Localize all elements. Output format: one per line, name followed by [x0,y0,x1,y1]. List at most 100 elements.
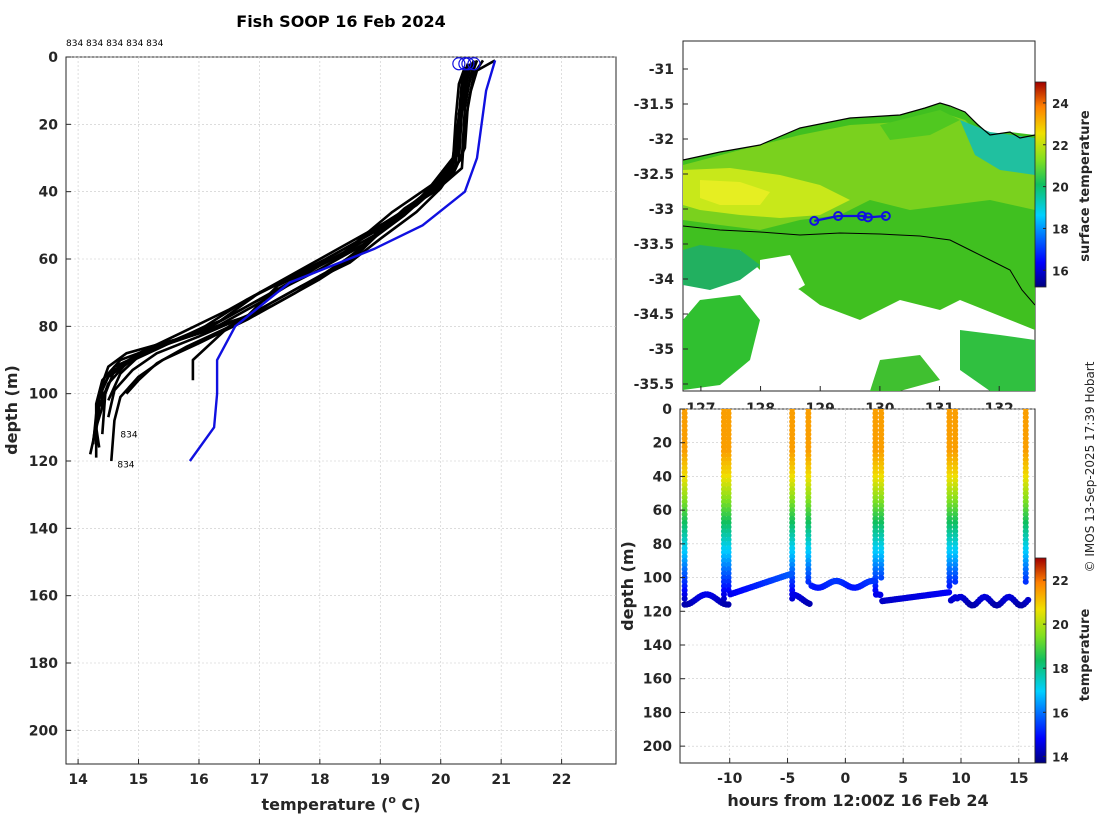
timeseries-y-tick-label: 40 [653,469,673,485]
cast-sample [789,494,796,501]
timeseries-colorbar-tick-label: 18 [1052,662,1069,676]
bottom-trace [681,570,1032,609]
timeseries-y-tick-label: 180 [643,705,672,721]
cast-sample [1022,435,1029,442]
track-line [814,214,886,222]
profile-11 [191,66,467,381]
profile-y-tick-label: 0 [48,50,58,66]
cast-sample [789,477,796,484]
cast-sample [946,427,953,434]
cast-sample [946,456,953,463]
cast-sample [878,414,885,421]
timeseries-y-tick-label: 60 [653,503,673,519]
cast-sample [952,481,959,488]
timeseries-y-tick-label: 120 [643,604,672,620]
cast-sample [681,536,688,543]
cast-sample [681,570,688,577]
cast-sample [725,473,732,480]
cast-sample [878,443,885,450]
map-colorbar-ticks: 16 18 20 22 24 [1043,97,1069,278]
cast-sample [805,549,812,556]
profile-end-label: 834 [120,430,137,440]
cast-sample [789,435,796,442]
cast-sample [681,498,688,505]
cast-sample [946,481,953,488]
profile-y-tick-label: 180 [29,656,58,672]
cast-sample [805,536,812,543]
map-y-tick-label: -34 [649,272,675,288]
profile-x-tick-label: 20 [431,772,451,788]
cast-sample [872,435,879,442]
cast-sample [789,583,796,589]
cast-sample [805,532,812,539]
cast-sample [946,418,953,425]
cast-sample [805,448,812,455]
timeseries-panel: -10 -5 0 5 10 15 020406080100120140160180200 … [618,402,1093,810]
cast-sample [789,507,796,514]
map-y-tick-label: -33.5 [634,237,674,253]
profile-x-tick-label: 15 [129,772,148,788]
cast-sample [952,532,959,539]
cast-sample [725,553,732,560]
cast-sample [1022,545,1029,552]
track-point [833,211,844,221]
profile-x-tick-label: 22 [552,772,571,788]
cast-sample [878,574,885,581]
cast-sample [725,515,732,522]
cast-sample [878,465,885,471]
cast-sample [720,591,727,598]
cast-sample [946,431,953,438]
cast-sample [725,486,732,493]
cast-sample [878,515,885,522]
cast-sample [1022,549,1029,556]
cast-sample [720,570,727,577]
cast-sample [946,443,953,450]
cast-sample [725,561,732,568]
timeseries-x-tick-label: 0 [840,771,850,787]
surface-marker [467,57,481,71]
cast-sample [878,452,885,459]
cast-sample [805,469,812,476]
cast-sample [725,490,732,497]
cast-sample [946,507,953,514]
cast-sample [872,515,879,522]
cast-sample [789,515,796,522]
cast-sample [805,545,812,552]
cast-sample [872,494,879,501]
cast-sample [725,460,732,467]
cast-sample [805,452,812,459]
cast-sample [946,570,953,577]
cast-sample [872,414,879,421]
surface-marker [461,57,475,71]
cast-sample [1022,570,1029,577]
cast-sample [878,494,885,501]
cast-sample [946,490,953,497]
cast-sample [789,578,796,585]
cast-sample [789,536,796,543]
profile-xlabel: temperature (o C) [261,793,420,814]
map-y-tick-label: -35 [649,342,674,358]
cast-sample [872,490,879,497]
cast-sample [681,448,688,455]
cast-sample [872,469,879,476]
cast-sample [805,540,812,547]
map-colorbar-tick-label: 16 [1052,264,1069,278]
cast-sample [681,587,688,594]
cast-sample [805,528,812,535]
bottom-sample [1024,596,1032,604]
profile-xlabel-sup: o [388,793,396,806]
cast-sample [1022,524,1029,530]
cast-sample [805,570,812,577]
cast-sample [681,443,688,450]
cast-sample [946,502,953,509]
cast-sample [805,566,812,573]
cast-sample [725,452,732,459]
cast-sample [872,448,879,455]
bottom-sample [725,601,732,608]
cast-sample [952,486,959,493]
cast-sample [946,448,953,455]
cast-sample [952,439,959,446]
bottom-sample [787,570,794,578]
cast-sample [1022,557,1029,564]
timeseries-y-tick-label: 160 [643,672,672,688]
